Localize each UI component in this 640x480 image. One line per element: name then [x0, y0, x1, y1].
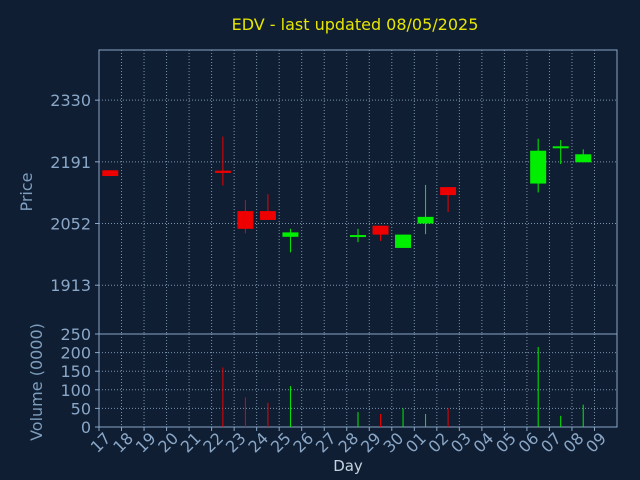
volume-tick-label: 200 [60, 344, 91, 363]
volume-bars-layer [222, 347, 584, 427]
volume-tick-label: 250 [60, 325, 91, 344]
candle-body [530, 150, 547, 184]
candle [440, 187, 457, 212]
volume-tick-label: 0 [81, 418, 91, 437]
candle-body [395, 234, 412, 248]
candle-body [552, 146, 569, 149]
x-axis-label: Day [333, 457, 363, 475]
price-tick-label: 2052 [50, 215, 91, 234]
candle-body [237, 211, 254, 229]
price-tick-labels: 1913 2052 2191 2330 [50, 91, 91, 295]
candle-body [440, 187, 457, 196]
candle-body [372, 225, 389, 235]
x-tick-label: 09 [582, 429, 610, 457]
price-tick-label: 2330 [50, 91, 91, 110]
candle [214, 136, 231, 186]
volume-tick-label: 100 [60, 381, 91, 400]
candle-body [282, 232, 299, 237]
candle-body [575, 154, 592, 163]
candle [102, 170, 119, 177]
candle-body [259, 211, 276, 220]
candle-body [102, 170, 119, 177]
candle [530, 138, 547, 193]
candle [552, 140, 569, 165]
candle-body [350, 235, 366, 238]
candle [350, 228, 366, 243]
candle [282, 228, 299, 253]
price-panel-frame [98, 49, 618, 335]
candle [395, 234, 412, 248]
candle [237, 199, 254, 234]
candle [259, 194, 276, 220]
chart-title: EDV - last updated 08/05/2025 [232, 15, 479, 34]
price-tick-label: 2191 [50, 153, 91, 172]
volume-grid [95, 333, 618, 428]
candle-body [417, 216, 434, 224]
candle [417, 184, 434, 235]
candle [372, 225, 389, 241]
candles-layer [102, 136, 592, 253]
volume-axis-label: Volume (0000) [27, 323, 46, 441]
volume-tick-label: 50 [71, 399, 91, 418]
candle-body [214, 170, 231, 173]
price-axis-label: Price [17, 172, 36, 211]
volume-tick-label: 150 [60, 362, 91, 381]
price-tick-label: 1913 [50, 276, 91, 295]
price-grid [95, 49, 618, 335]
candle [575, 149, 592, 163]
x-tick-labels: 1718192021222324252627282930010203040506… [87, 427, 610, 456]
